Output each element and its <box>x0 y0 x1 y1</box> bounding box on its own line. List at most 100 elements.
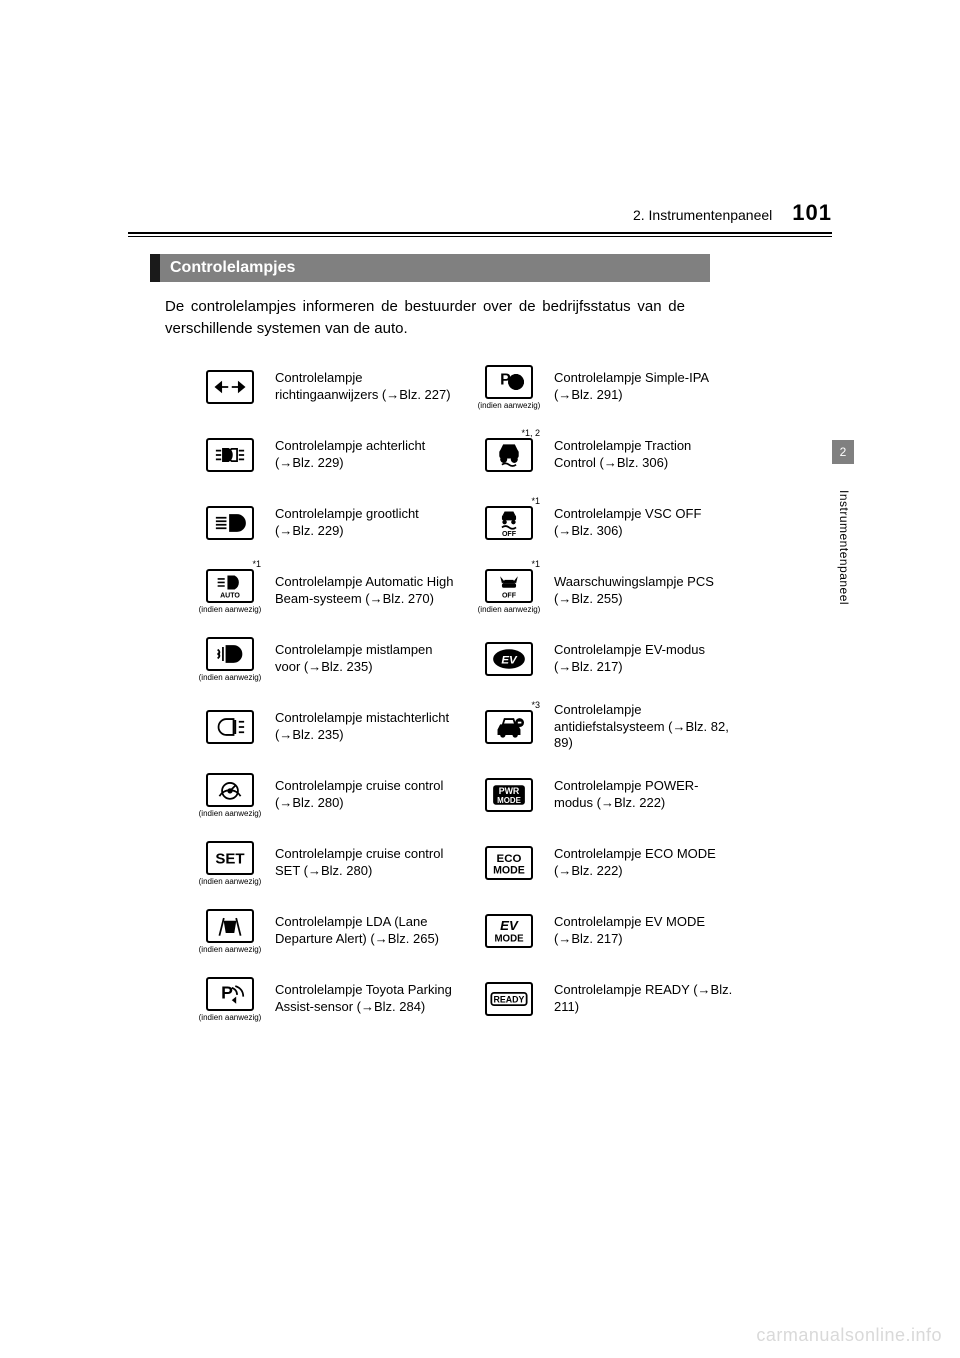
section-title: Controlelampjes <box>160 254 710 282</box>
auto-icon: AUTO <box>206 569 254 603</box>
indicator-row: Controlelampje achterlicht (→Blz. 229) <box>195 428 456 482</box>
high-icon-wrap <box>195 506 265 540</box>
section-intro: De controlelampjes informeren de bestuur… <box>165 296 685 340</box>
column-right: P(indien aanwezig)Controlelampje Simple-… <box>474 360 735 1026</box>
indicator-row: *1OFFControlelampje VSC OFF (→Blz. 306) <box>474 496 735 550</box>
superscript-note: *1, 2 <box>521 428 540 438</box>
indicator-description: Controlelampje EV-modus (→Blz. 217) <box>554 642 735 676</box>
section-title-bar: Controlelampjes <box>150 254 710 282</box>
set-icon: SET <box>206 841 254 875</box>
vscoff-icon: OFF <box>485 506 533 540</box>
indicator-row: *1OFF(indien aanwezig)Waarschuwingslampj… <box>474 564 735 618</box>
indicator-description: Controlelampje mistlampen voor (→Blz. 23… <box>275 642 456 676</box>
indicator-description: Controlelampje EV MODE (→Blz. 217) <box>554 914 735 948</box>
ev-icon: EV <box>485 642 533 676</box>
if-present-note: (indien aanwezig) <box>199 673 262 682</box>
indicator-description: Controlelampje Automatic High Beam-syste… <box>275 574 456 608</box>
indicator-row: SET (indien aanwezig) Controlelampje cruis… <box>195 836 456 890</box>
indicator-description: Controlelampje POWER-modus (→Blz. 222) <box>554 778 735 812</box>
cruise-icon-wrap: (indien aanwezig) <box>195 773 265 818</box>
pcs-icon: OFF <box>485 569 533 603</box>
indicator-description: Controlelampje Traction Control (→Blz. 3… <box>554 438 735 472</box>
ecomode-icon-wrap: ECOMODE <box>474 846 544 880</box>
indicator-description: Controlelampje Toyota Parking Assist-sen… <box>275 982 456 1016</box>
svg-text:EV: EV <box>501 654 518 666</box>
side-tab: 2 <box>832 440 854 464</box>
indicator-row: EVMODE Controlelampje EV MODE (→Blz. 217) <box>474 904 735 958</box>
indicator-description: Controlelampje mistachterlicht (→Blz. 23… <box>275 710 456 744</box>
superscript-note: *1 <box>531 496 540 506</box>
auto-icon-wrap: *1AUTO(indien aanwezig) <box>195 569 265 614</box>
if-present-note: (indien aanwezig) <box>199 1013 262 1022</box>
superscript-note: *3 <box>531 700 540 710</box>
ev-icon-wrap: EV <box>474 642 544 676</box>
indicator-row: (indien aanwezig) Controlelampje LDA (Lan… <box>195 904 456 958</box>
lda-icon-wrap: (indien aanwezig) <box>195 909 265 954</box>
ipa-icon: P <box>485 365 533 399</box>
svg-text:OFF: OFF <box>502 531 517 538</box>
pwrmode-icon-wrap: PWRMODE <box>474 778 544 812</box>
indicator-row: PWRMODE Controlelampje POWER-modus (→Blz.… <box>474 768 735 822</box>
indicator-row: P(indien aanwezig)Controlelampje Simple-… <box>474 360 735 414</box>
indicator-row: EV Controlelampje EV-modus (→Blz. 217) <box>474 632 735 686</box>
indicator-row: Controlelampje richtingaanwijzers (→Blz.… <box>195 360 456 414</box>
evmode-icon-wrap: EVMODE <box>474 914 544 948</box>
indicator-row: Controlelampje mistachterlicht (→Blz. 23… <box>195 700 456 754</box>
svg-text:PWR: PWR <box>499 786 520 796</box>
indicator-description: Controlelampje cruise control SET (→Blz.… <box>275 846 456 880</box>
pcs-icon-wrap: *1OFF(indien aanwezig) <box>474 569 544 614</box>
tail-icon <box>206 438 254 472</box>
lda-icon <box>206 909 254 943</box>
indicator-description: Controlelampje READY (→Blz. 211) <box>554 982 735 1016</box>
ppark-icon-wrap: P (indien aanwezig) <box>195 977 265 1022</box>
superscript-note: *1 <box>531 559 540 569</box>
antitheft-icon-wrap: *3 <box>474 710 544 744</box>
fogfront-icon <box>206 637 254 671</box>
indicator-description: Controlelampje grootlicht (→Blz. 229) <box>275 506 456 540</box>
svg-text:MODE: MODE <box>494 934 524 945</box>
indicator-description: Controlelampje achterlicht (→Blz. 229) <box>275 438 456 472</box>
indicator-row: *1AUTO(indien aanwezig) Controlelampje Au… <box>195 564 456 618</box>
indicator-description: Controlelampje LDA (Lane Departure Alert… <box>275 914 456 948</box>
svg-text:MODE: MODE <box>493 865 525 877</box>
ppark-icon: P <box>206 977 254 1011</box>
fogrear-icon <box>206 710 254 744</box>
ecomode-icon: ECOMODE <box>485 846 533 880</box>
turn-icon-wrap <box>195 370 265 404</box>
svg-text:EV: EV <box>500 918 519 933</box>
indicator-row: P (indien aanwezig) Controlelampje Toyota … <box>195 972 456 1026</box>
side-label: Instrumentenpaneel <box>837 490 851 605</box>
if-present-note: (indien aanwezig) <box>199 877 262 886</box>
indicator-row: (indien aanwezig) Controlelampje mistlamp… <box>195 632 456 686</box>
svg-text:READY: READY <box>494 995 525 1005</box>
vscoff-icon-wrap: *1OFF <box>474 506 544 540</box>
indicator-row: READY Controlelampje READY (→Blz. 211) <box>474 972 735 1026</box>
svg-text:MODE: MODE <box>497 796 521 805</box>
svg-text:OFF: OFF <box>502 592 517 599</box>
header-rule-thin <box>128 236 832 237</box>
if-present-note: (indien aanwezig) <box>478 605 541 614</box>
if-present-note: (indien aanwezig) <box>478 401 541 410</box>
column-left: Controlelampje richtingaanwijzers (→Blz.… <box>195 360 456 1026</box>
indicator-row: Controlelampje grootlicht (→Blz. 229) <box>195 496 456 550</box>
antitheft-icon <box>485 710 533 744</box>
indicator-description: Controlelampje VSC OFF (→Blz. 306) <box>554 506 735 540</box>
page-number: 101 <box>792 200 832 226</box>
indicator-description: Controlelampje richtingaanwijzers (→Blz.… <box>275 370 456 404</box>
superscript-note: *1 <box>252 559 261 569</box>
watermark: carmanualsonline.info <box>756 1325 942 1346</box>
svg-text:ECO: ECO <box>497 853 522 865</box>
ready-icon-wrap: READY <box>474 982 544 1016</box>
section-accent <box>150 254 160 282</box>
indicator-description: Waarschuwingslampje PCS (→Blz. 255) <box>554 574 735 608</box>
set-icon-wrap: SET (indien aanwezig) <box>195 841 265 886</box>
page: 2. Instrumentenpaneel 101 Controlelampje… <box>0 0 960 1358</box>
if-present-note: (indien aanwezig) <box>199 809 262 818</box>
fogrear-icon-wrap <box>195 710 265 744</box>
pwrmode-icon: PWRMODE <box>485 778 533 812</box>
fogfront-icon-wrap: (indien aanwezig) <box>195 637 265 682</box>
cruise-icon <box>206 773 254 807</box>
page-header: 2. Instrumentenpaneel 101 <box>128 200 832 237</box>
high-icon <box>206 506 254 540</box>
indicator-row: *1, 2 Controlelampje Traction Control (→B… <box>474 428 735 482</box>
